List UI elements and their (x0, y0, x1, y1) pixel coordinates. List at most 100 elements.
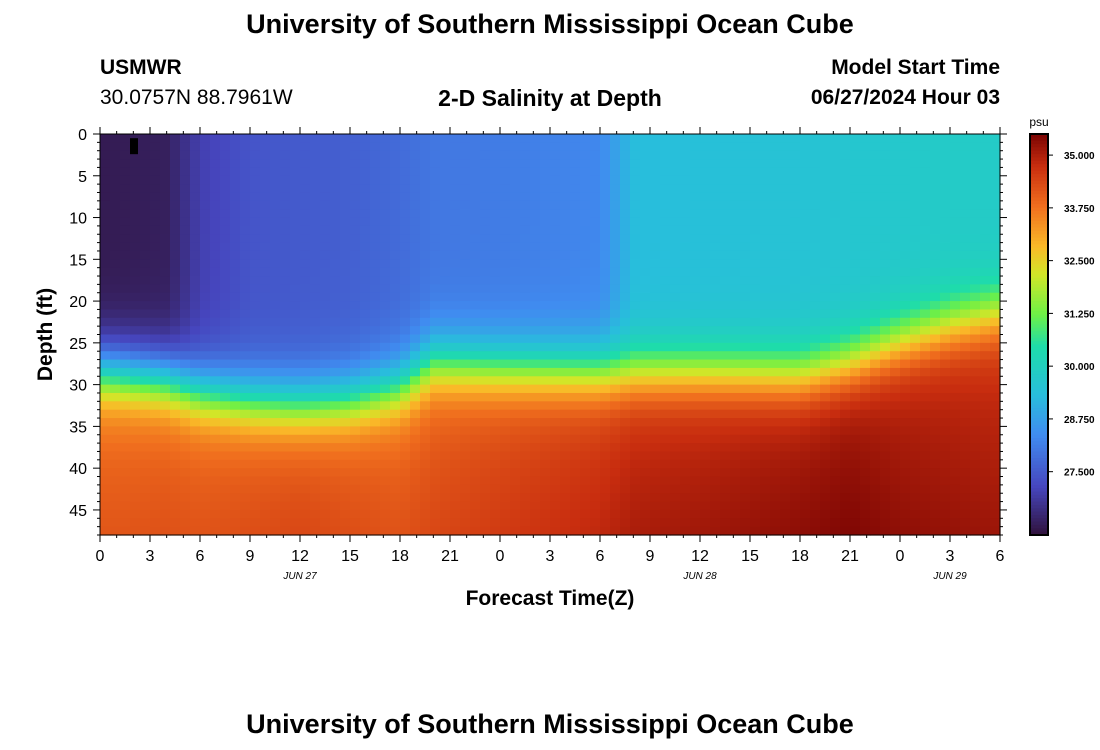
heatmap-cell (510, 159, 521, 169)
heatmap-cell (180, 250, 191, 260)
heatmap-cell (320, 209, 331, 219)
heatmap-cell (970, 351, 981, 361)
heatmap-cell (230, 526, 241, 536)
heatmap-cell (720, 159, 731, 169)
heatmap-cell (740, 225, 751, 235)
heatmap-cell (590, 225, 601, 235)
heatmap-cell (330, 384, 341, 394)
heatmap-cell (390, 392, 401, 402)
heatmap-cell (290, 217, 301, 227)
heatmap-cell (290, 192, 301, 202)
heatmap-cell (520, 392, 531, 402)
heatmap-cell (240, 334, 251, 344)
heatmap-cell (410, 367, 421, 377)
heatmap-cell (670, 292, 681, 302)
heatmap-cell (420, 351, 431, 361)
heatmap-cell (380, 326, 391, 336)
heatmap-cell (990, 159, 1001, 169)
heatmap-cell (680, 367, 691, 377)
heatmap-cell (430, 242, 441, 252)
heatmap-cell (440, 401, 451, 411)
colorbar-swatch (1030, 304, 1048, 309)
heatmap-cell (490, 334, 501, 344)
heatmap-cell (780, 259, 791, 269)
heatmap-cell (980, 192, 991, 202)
heatmap-cell (680, 175, 691, 185)
heatmap-cell (380, 267, 391, 277)
heatmap-cell (950, 443, 961, 453)
heatmap-cell (550, 267, 561, 277)
heatmap-cell (680, 459, 691, 469)
heatmap-cell (750, 367, 761, 377)
heatmap-cell (940, 209, 951, 219)
heatmap-cell (390, 426, 401, 436)
heatmap-cell (830, 150, 841, 160)
chart-title: 2-D Salinity at Depth (438, 85, 662, 111)
heatmap-cell (680, 184, 691, 194)
heatmap-cell (140, 317, 151, 327)
heatmap-cell (990, 192, 1001, 202)
heatmap-cell (420, 250, 431, 260)
heatmap-cell (770, 317, 781, 327)
heatmap-cell (220, 167, 231, 177)
heatmap-cell (570, 459, 581, 469)
heatmap-cell (160, 392, 171, 402)
colorbar-swatch (1030, 150, 1048, 155)
heatmap-cell (600, 150, 611, 160)
colorbar-swatch (1030, 170, 1048, 175)
heatmap-cell (490, 309, 501, 319)
heatmap-cell (870, 359, 881, 369)
heatmap-cell (220, 150, 231, 160)
heatmap-cell (440, 225, 451, 235)
heatmap-cell (770, 167, 781, 177)
heatmap-cell (490, 234, 501, 244)
heatmap-cell (130, 184, 141, 194)
heatmap-cell (120, 359, 131, 369)
heatmap-cell (710, 259, 721, 269)
heatmap-cell (830, 342, 841, 352)
heatmap-cell (780, 334, 791, 344)
heatmap-cell (900, 326, 911, 336)
heatmap-cell (180, 301, 191, 311)
heatmap-cell (130, 484, 141, 494)
heatmap-cell (370, 426, 381, 436)
heatmap-cell (210, 334, 221, 344)
heatmap-cell (260, 359, 271, 369)
heatmap-cell (430, 175, 441, 185)
heatmap-cell (400, 234, 411, 244)
colorbar-swatch (1030, 484, 1048, 489)
heatmap-cell (400, 434, 411, 444)
heatmap-cell (190, 418, 201, 427)
heatmap-cell (740, 526, 751, 536)
heatmap-cell (920, 501, 931, 511)
heatmap-cell (500, 334, 511, 344)
heatmap-cell (530, 150, 541, 160)
colorbar-swatch (1030, 234, 1048, 239)
heatmap-cell (860, 459, 871, 469)
heatmap-cell (170, 509, 181, 519)
heatmap-cell (330, 317, 341, 327)
heatmap-cell (720, 509, 731, 519)
heatmap-cell (330, 259, 341, 269)
heatmap-cell (430, 501, 441, 511)
heatmap-cell (920, 392, 931, 402)
heatmap-cell (480, 409, 491, 419)
heatmap-cell (710, 392, 721, 402)
heatmap-cell (870, 150, 881, 160)
heatmap-cell (350, 326, 361, 336)
heatmap-cell (360, 159, 371, 169)
heatmap-cell (730, 451, 741, 461)
heatmap-cell (300, 351, 311, 361)
heatmap-cell (480, 184, 491, 194)
heatmap-cell (470, 509, 481, 519)
heatmap-cell (140, 292, 151, 302)
heatmap-cell (250, 476, 261, 486)
heatmap-cell (400, 484, 411, 494)
heatmap-cell (300, 418, 311, 427)
heatmap-cell (750, 434, 761, 444)
heatmap-cell (940, 367, 951, 377)
heatmap-cell (550, 501, 561, 511)
heatmap-cell (530, 192, 541, 202)
heatmap-cell (760, 392, 771, 402)
heatmap-cell (330, 476, 341, 486)
